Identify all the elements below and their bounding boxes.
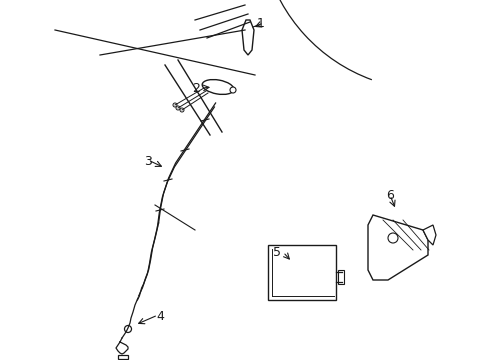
Ellipse shape (387, 233, 397, 243)
Polygon shape (367, 215, 427, 280)
Ellipse shape (124, 325, 131, 333)
Text: 5: 5 (272, 246, 281, 258)
FancyBboxPatch shape (337, 270, 343, 284)
Text: 2: 2 (192, 81, 200, 95)
FancyBboxPatch shape (267, 245, 335, 300)
Ellipse shape (173, 103, 177, 107)
Ellipse shape (229, 87, 236, 93)
Text: 6: 6 (385, 189, 393, 202)
Polygon shape (242, 20, 253, 55)
Text: 4: 4 (156, 310, 163, 323)
Ellipse shape (202, 80, 233, 94)
Ellipse shape (180, 108, 183, 112)
Polygon shape (118, 355, 128, 359)
Text: 1: 1 (257, 17, 264, 30)
Ellipse shape (176, 106, 180, 110)
Text: 3: 3 (144, 154, 152, 167)
Polygon shape (422, 225, 435, 245)
